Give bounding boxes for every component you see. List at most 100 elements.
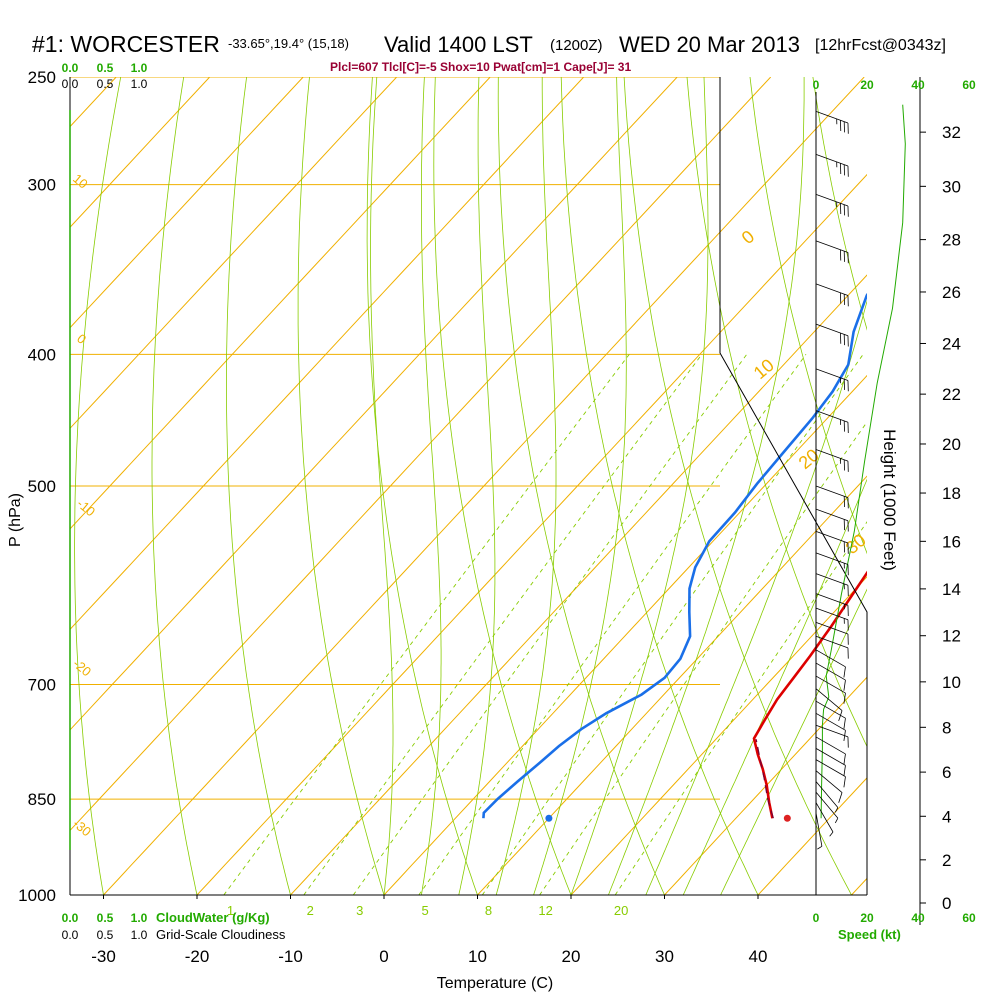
cloudiness-tick-bottom: 0.5 xyxy=(97,928,114,942)
speed-tick-bottom: 20 xyxy=(860,911,874,925)
height-axis-title: Height (1000 Feet) xyxy=(880,429,899,571)
valid-date: WED 20 Mar 2013 xyxy=(619,32,800,57)
height-tick-label: 0 xyxy=(942,894,951,913)
speed-tick-bottom: 40 xyxy=(911,911,925,925)
cloudiness-tick-bottom: 0.0 xyxy=(62,928,79,942)
mixing-ratio-label: 8 xyxy=(485,903,492,918)
wind-barb-staff xyxy=(815,593,849,606)
wind-barb xyxy=(815,724,849,748)
wind-barb xyxy=(815,688,843,721)
pressure-tick-label: 700 xyxy=(28,676,56,695)
wind-barb xyxy=(815,111,849,134)
moist-adiabat xyxy=(682,478,867,895)
wind-barb-flag xyxy=(829,831,834,837)
wind-barb xyxy=(815,410,849,433)
mixing-ratio-line xyxy=(303,354,703,895)
pressure-tick-label: 850 xyxy=(28,790,56,809)
cloudiness-tick-top: 1.0 xyxy=(131,77,148,91)
mixing-ratio-line xyxy=(418,354,807,895)
moist-adiabat xyxy=(370,77,394,895)
wind-barb xyxy=(815,621,849,645)
wind-barb-staff xyxy=(815,153,849,167)
wind-barb-staff xyxy=(815,449,849,462)
surface-temperature xyxy=(783,814,791,822)
wind-barb-staff xyxy=(815,323,849,337)
speed-tick-top: 60 xyxy=(962,78,976,92)
cloudwater-tick-bottom: 0.5 xyxy=(97,911,114,925)
mixing-ratio-label: 5 xyxy=(421,903,428,918)
wind-barb-staff xyxy=(815,193,849,207)
wind-barb-staff xyxy=(815,368,849,381)
isotherm-label: 10 xyxy=(750,355,778,383)
moist-adiabat xyxy=(533,77,627,895)
wind-barb-flag xyxy=(843,692,846,704)
pressure-tick-label: 500 xyxy=(28,477,56,496)
height-tick-label: 20 xyxy=(942,435,961,454)
pressure-tick-label: 300 xyxy=(28,176,56,195)
wind-barb xyxy=(815,368,849,392)
wind-barb xyxy=(815,607,849,631)
valid-time: Valid 1400 LST xyxy=(384,32,533,57)
wind-speed-profile xyxy=(820,104,906,819)
dry-adiabat xyxy=(225,77,291,895)
wind-barb xyxy=(815,662,846,691)
wind-barb-flag xyxy=(834,817,839,824)
wind-barb-staff xyxy=(815,662,846,681)
wind-barb xyxy=(815,675,846,704)
dry-adiabat xyxy=(749,77,867,555)
mixing-ratio-label: 1 xyxy=(227,903,234,918)
x-tick-label: -30 xyxy=(91,947,116,966)
height-tick-label: 14 xyxy=(942,580,961,599)
station-title: #1: WORCESTER xyxy=(32,31,220,57)
wind-barb-staff xyxy=(815,607,849,621)
wind-barb-flag xyxy=(838,710,843,721)
wind-barb-staff xyxy=(815,573,849,586)
wind-barb xyxy=(815,283,849,307)
wind-barb-flag xyxy=(843,765,846,777)
y-axis-title: P (hPa) xyxy=(7,493,24,547)
wind-barb xyxy=(815,635,849,659)
mixing-ratio-label: 3 xyxy=(356,903,363,918)
height-tick-label: 16 xyxy=(942,532,961,551)
mixing-ratio-line xyxy=(481,354,864,895)
moist-adiabat xyxy=(608,77,805,895)
wind-barb xyxy=(815,791,839,824)
wind-barb-staff xyxy=(815,748,846,766)
cloudwater-tick-bottom: 0.0 xyxy=(62,911,79,925)
wind-barb xyxy=(815,153,849,177)
pressure-tick-label: 250 xyxy=(28,68,56,87)
dry-adiabat xyxy=(151,77,198,895)
wind-barb-staff xyxy=(815,240,849,253)
isotherm xyxy=(70,77,585,631)
wind-barb-staff xyxy=(815,111,849,124)
mixing-ratio-line xyxy=(352,354,748,895)
wind-barb xyxy=(815,193,849,217)
wind-barb-staff xyxy=(815,675,846,694)
dry-adiabat-label: -20 xyxy=(70,656,94,680)
wind-barb-staff xyxy=(815,712,846,731)
height-tick-label: 8 xyxy=(942,718,951,737)
series-parcel xyxy=(755,739,774,819)
speed-tick-top: 40 xyxy=(911,78,925,92)
wind-barb-staff xyxy=(815,410,849,423)
surface-dewpoint xyxy=(545,814,553,822)
wind-barb-staff xyxy=(815,508,849,522)
wind-barb xyxy=(815,649,846,678)
dry-adiabat xyxy=(497,77,665,895)
wind-barb-flag xyxy=(843,718,846,729)
wind-barb xyxy=(815,449,849,472)
isotherm xyxy=(570,576,867,895)
speed-tick-bottom: 60 xyxy=(962,911,976,925)
cloudiness-label: Grid-Scale Cloudiness xyxy=(156,927,286,942)
wind-barb-flag xyxy=(817,845,823,850)
wind-barb-staff xyxy=(815,812,823,847)
dry-adiabat xyxy=(74,77,122,895)
dry-adiabat xyxy=(686,77,867,748)
isotherm xyxy=(103,77,865,895)
wind-barb-staff xyxy=(815,635,849,649)
wind-barb xyxy=(815,323,849,347)
pressure-tick-label: 1000 xyxy=(18,886,56,905)
isotherm xyxy=(70,77,772,832)
series-temperature xyxy=(752,570,867,819)
axes: 1 2 3 5 8 12 200102030100-10-20-30250300400500… xyxy=(18,61,976,966)
